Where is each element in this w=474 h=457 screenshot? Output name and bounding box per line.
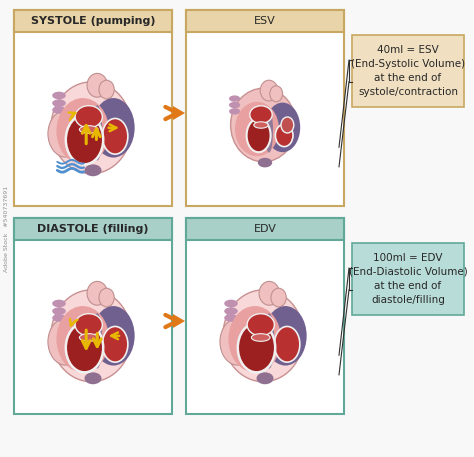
Bar xyxy=(14,218,172,414)
Ellipse shape xyxy=(52,99,66,107)
Ellipse shape xyxy=(66,115,103,165)
Ellipse shape xyxy=(229,96,240,102)
Bar xyxy=(186,10,344,32)
Ellipse shape xyxy=(52,106,66,114)
Polygon shape xyxy=(173,314,185,328)
Ellipse shape xyxy=(235,102,279,156)
Ellipse shape xyxy=(80,334,98,341)
Ellipse shape xyxy=(92,105,102,160)
Ellipse shape xyxy=(92,306,135,366)
Ellipse shape xyxy=(274,326,300,362)
Ellipse shape xyxy=(220,319,255,365)
Ellipse shape xyxy=(102,118,128,154)
Ellipse shape xyxy=(254,122,268,128)
Ellipse shape xyxy=(52,307,66,315)
Ellipse shape xyxy=(229,108,240,115)
Ellipse shape xyxy=(51,290,132,382)
Bar xyxy=(14,10,172,206)
Ellipse shape xyxy=(264,306,307,366)
Text: SYSTOLE (pumping): SYSTOLE (pumping) xyxy=(31,16,155,26)
Ellipse shape xyxy=(230,88,296,162)
Ellipse shape xyxy=(238,323,275,372)
Text: ESV: ESV xyxy=(254,16,276,26)
Ellipse shape xyxy=(281,117,294,133)
Ellipse shape xyxy=(258,158,272,167)
Ellipse shape xyxy=(246,119,271,152)
Bar xyxy=(186,10,344,206)
Bar xyxy=(14,10,172,32)
Bar xyxy=(186,218,344,240)
Ellipse shape xyxy=(87,74,108,97)
Ellipse shape xyxy=(99,288,114,307)
Text: EDV: EDV xyxy=(254,224,276,234)
Ellipse shape xyxy=(271,288,286,307)
Ellipse shape xyxy=(264,314,274,368)
Text: DIASTOLE (filling): DIASTOLE (filling) xyxy=(37,224,149,234)
Ellipse shape xyxy=(224,314,238,322)
Ellipse shape xyxy=(87,282,108,305)
Ellipse shape xyxy=(48,111,83,157)
Ellipse shape xyxy=(48,319,83,365)
Ellipse shape xyxy=(92,98,135,158)
Ellipse shape xyxy=(250,106,272,123)
Ellipse shape xyxy=(223,290,304,382)
Ellipse shape xyxy=(56,98,109,165)
Ellipse shape xyxy=(265,109,273,153)
Ellipse shape xyxy=(66,323,103,372)
Ellipse shape xyxy=(75,106,102,128)
Ellipse shape xyxy=(52,300,66,307)
Ellipse shape xyxy=(275,124,293,147)
FancyBboxPatch shape xyxy=(352,35,464,107)
Ellipse shape xyxy=(52,92,66,99)
Bar xyxy=(14,218,172,240)
Polygon shape xyxy=(173,106,185,120)
Ellipse shape xyxy=(92,314,102,368)
Ellipse shape xyxy=(52,314,66,322)
Text: Adobe Stock   #540737691: Adobe Stock #540737691 xyxy=(4,186,9,271)
Ellipse shape xyxy=(102,326,128,362)
Ellipse shape xyxy=(270,86,283,102)
Ellipse shape xyxy=(265,103,300,152)
Ellipse shape xyxy=(259,282,280,305)
Ellipse shape xyxy=(56,306,109,372)
Text: 40ml = ESV
(End-Systolic Volume)
at the end of
systole/contraction: 40ml = ESV (End-Systolic Volume) at the … xyxy=(351,45,465,97)
Ellipse shape xyxy=(224,307,238,315)
Ellipse shape xyxy=(247,314,274,336)
Bar xyxy=(186,218,344,414)
Ellipse shape xyxy=(260,80,278,101)
Ellipse shape xyxy=(224,300,238,307)
FancyBboxPatch shape xyxy=(352,243,464,315)
Ellipse shape xyxy=(256,372,273,384)
Ellipse shape xyxy=(84,165,101,176)
Ellipse shape xyxy=(75,314,102,336)
Ellipse shape xyxy=(80,126,98,133)
Ellipse shape xyxy=(84,372,101,384)
Ellipse shape xyxy=(228,306,281,372)
Ellipse shape xyxy=(99,80,114,99)
Text: 100ml = EDV
(End-Diastolic Volume)
at the end of
diastole/filling: 100ml = EDV (End-Diastolic Volume) at th… xyxy=(348,253,467,305)
Ellipse shape xyxy=(51,82,132,174)
Ellipse shape xyxy=(229,102,240,108)
Ellipse shape xyxy=(251,334,270,341)
